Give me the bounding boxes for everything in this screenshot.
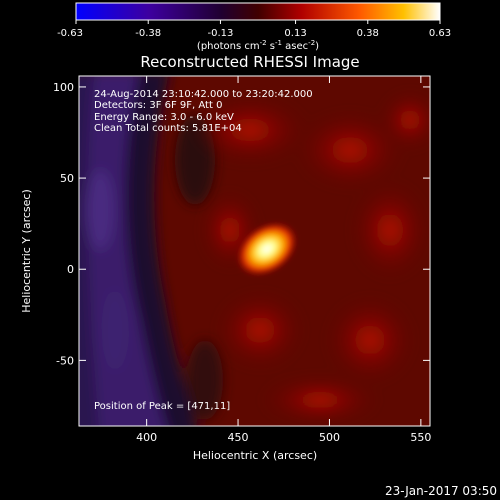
colorbar-gradient — [75, 2, 441, 21]
info-line-detectors: Detectors: 3F 6F 9F, Att 0 — [94, 100, 222, 111]
colorbar-ticks: -0.63 -0.38 -0.13 0.13 0.38 0.63 — [57, 20, 451, 39]
x-tick-label: 450 — [228, 431, 249, 444]
x-axis-label: Heliocentric X (arcsec) — [193, 449, 317, 462]
y-tick-label: -50 — [56, 354, 74, 367]
info-line-energy: Energy Range: 3.0 - 6.0 keV — [94, 112, 234, 123]
y-tick-label: 0 — [67, 263, 74, 276]
colorbar-tick-label: -0.13 — [208, 28, 234, 39]
heatmap-area — [79, 76, 430, 426]
info-line-time: 24-Aug-2014 23:10:42.000 to 23:20:42.000 — [94, 89, 313, 100]
colorbar-tick-label: -0.38 — [135, 28, 161, 39]
info-block: 24-Aug-2014 23:10:42.000 to 23:20:42.000… — [94, 89, 316, 134]
colorbar-tick-label: 0.63 — [429, 28, 451, 39]
plot-frame — [78, 75, 431, 427]
y-axis-label: Heliocentric Y (arcsec) — [20, 189, 33, 313]
colorbar: -0.63 -0.38 -0.13 0.13 0.38 0.63 (photons cm-… — [57, 2, 451, 52]
colorbar-tick-label: 0.13 — [284, 28, 306, 39]
x-tick-label: 500 — [319, 431, 340, 444]
image-title: Reconstructed RHESSI Image — [140, 53, 360, 71]
colorbar-unit-label: (photons cm-2 s-1 asec-2) — [197, 39, 319, 52]
y-tick-label: 50 — [60, 172, 74, 185]
x-axis-ticks: 400 450 500 550 — [136, 76, 431, 444]
x-tick-label: 550 — [410, 431, 431, 444]
peak-source — [235, 221, 299, 277]
info-line-counts: Clean Total counts: 5.81E+04 — [94, 123, 242, 134]
y-tick-label: 100 — [53, 81, 74, 94]
colorbar-tick-label: 0.38 — [357, 28, 379, 39]
y-axis-ticks: 100 50 0 -50 — [53, 81, 430, 367]
x-tick-label: 400 — [136, 431, 157, 444]
timestamp: 23-Jan-2017 03:50 — [384, 484, 497, 498]
colorbar-tick-label: -0.63 — [57, 28, 83, 39]
peak-position-label: Position of Peak = [471,11] — [94, 401, 230, 412]
